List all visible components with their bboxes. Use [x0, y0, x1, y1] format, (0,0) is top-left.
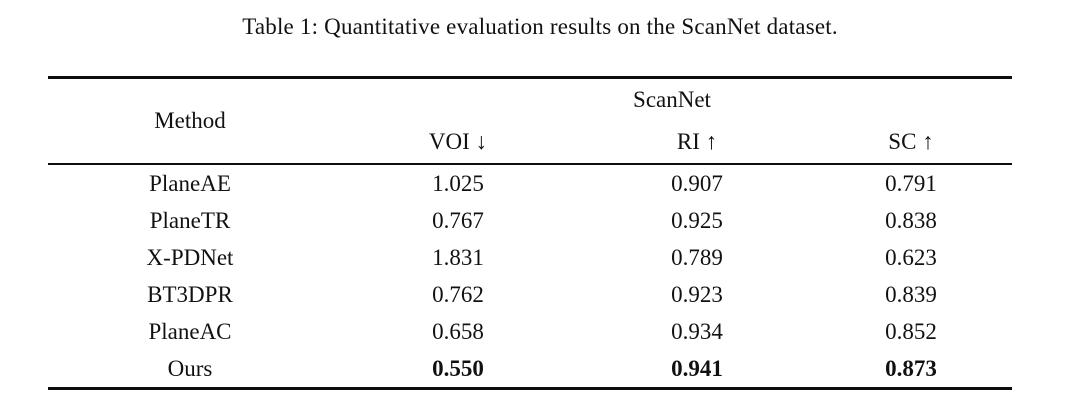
voi-cell: 0.762 [432, 281, 484, 307]
table-mid-rule [48, 163, 1012, 165]
voi-cell: 0.658 [432, 318, 484, 344]
method-cell: X-PDNet [146, 244, 234, 270]
table-bottom-rule [48, 387, 1012, 390]
ri-cell: 0.923 [671, 281, 723, 307]
sc-column-header: SC ↑ [888, 129, 934, 154]
results-table: Method ScanNet VOI ↓ RI ↑ SC ↑ PlaneAE 1… [48, 76, 1012, 390]
ri-cell: 0.925 [671, 207, 723, 233]
ri-cell: 0.934 [671, 318, 723, 344]
table-row: PlaneAC 0.658 0.934 0.852 [48, 313, 1012, 350]
table-row: BT3DPR 0.762 0.923 0.839 [48, 276, 1012, 313]
voi-cell: 1.831 [432, 244, 484, 270]
table-header: Method ScanNet VOI ↓ RI ↑ SC ↑ [48, 79, 1012, 163]
ri-cell: 0.941 [671, 355, 723, 381]
voi-column-header: VOI ↓ [428, 129, 488, 154]
sc-cell: 0.838 [885, 207, 937, 233]
voi-cell: 1.025 [432, 170, 484, 196]
method-cell: BT3DPR [147, 281, 233, 307]
table-row: X-PDNet 1.831 0.789 0.623 [48, 239, 1012, 276]
method-cell: PlaneTR [149, 207, 231, 233]
sc-cell: 0.839 [885, 281, 937, 307]
table-row-ours: Ours 0.550 0.941 0.873 [48, 350, 1012, 387]
method-cell: PlaneAC [148, 318, 232, 344]
sc-cell: 0.852 [885, 318, 937, 344]
sc-cell: 0.623 [885, 244, 937, 270]
sc-cell: 0.873 [885, 355, 937, 381]
method-column-header: Method [154, 108, 226, 133]
ri-cell: 0.907 [671, 170, 723, 196]
dataset-group-header: ScanNet [633, 87, 711, 112]
method-cell: PlaneAE [149, 170, 231, 196]
table-row: PlaneTR 0.767 0.925 0.838 [48, 202, 1012, 239]
ri-column-header: RI ↑ [676, 129, 718, 154]
table-caption: Table 1: Quantitative evaluation results… [242, 14, 838, 39]
voi-cell: 0.550 [432, 355, 484, 381]
voi-cell: 0.767 [432, 207, 484, 233]
sc-cell: 0.791 [885, 170, 937, 196]
method-cell: Ours [167, 355, 213, 381]
table-top-rule [48, 76, 1012, 79]
table-row: PlaneAE 1.025 0.907 0.791 [48, 165, 1012, 202]
ri-cell: 0.789 [671, 244, 723, 270]
